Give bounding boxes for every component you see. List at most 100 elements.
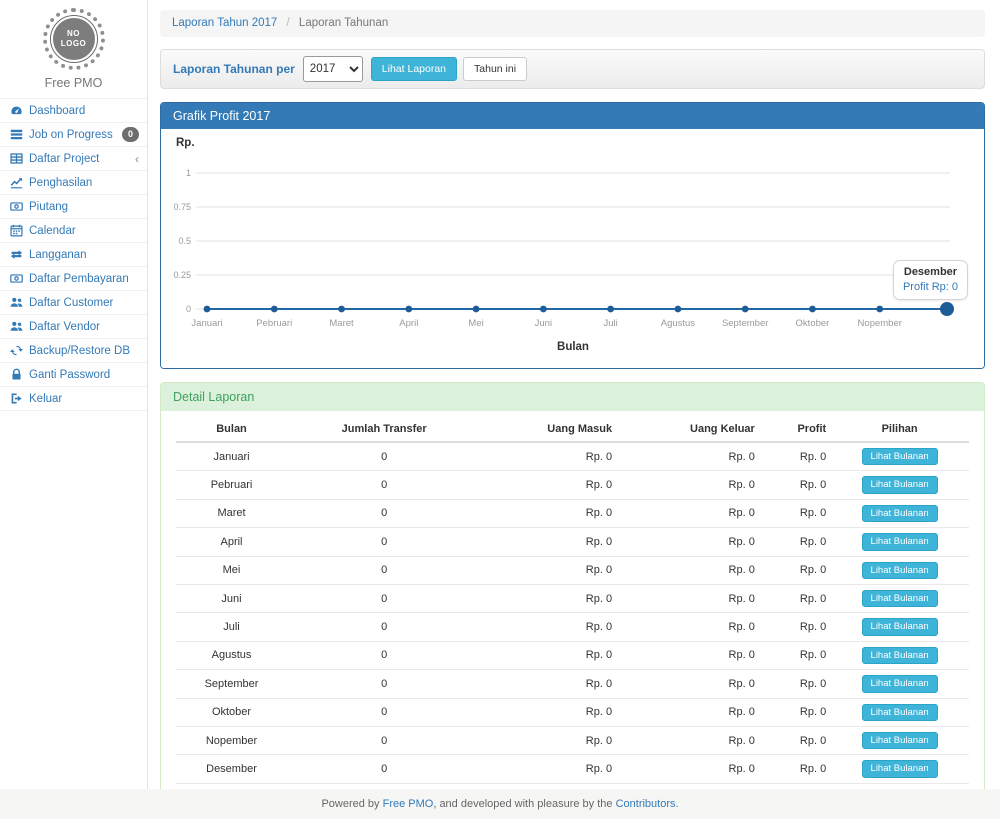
chart-svg: Rp.10.750.50.250JanuariPebruariMaretApri… bbox=[161, 129, 984, 368]
view-monthly-button[interactable]: Lihat Bulanan bbox=[862, 704, 938, 721]
page: NO LOGO Free PMO DashboardJob on Progres… bbox=[0, 0, 1000, 819]
sidebar-item-daftar-project[interactable]: Daftar Project‹ bbox=[0, 147, 147, 171]
sidebar-item-daftar-vendor[interactable]: Daftar Vendor bbox=[0, 315, 147, 339]
sidebar-item-langganan[interactable]: Langganan bbox=[0, 243, 147, 267]
sidebar-item-penghasilan[interactable]: Penghasilan bbox=[0, 171, 147, 195]
cell-profit: Rp. 0 bbox=[759, 698, 830, 726]
sidebar-item-label: Job on Progress bbox=[29, 129, 113, 141]
sidebar-item-dashboard[interactable]: Dashboard bbox=[0, 99, 147, 123]
view-monthly-button[interactable]: Lihat Bulanan bbox=[862, 675, 938, 692]
view-monthly-button[interactable]: Lihat Bulanan bbox=[862, 476, 938, 493]
profit-chart-panel: Grafik Profit 2017 Rp.10.750.50.250Janua… bbox=[160, 102, 985, 369]
view-monthly-button[interactable]: Lihat Bulanan bbox=[862, 448, 938, 465]
sidebar-item-label: Piutang bbox=[29, 201, 68, 213]
cell-bulan: Juni bbox=[176, 584, 287, 612]
table-icon bbox=[10, 152, 23, 165]
svg-text:Mei: Mei bbox=[468, 318, 483, 329]
cell-bulan: April bbox=[176, 528, 287, 556]
sidebar-item-label: Penghasilan bbox=[29, 177, 92, 189]
svg-text:Oktober: Oktober bbox=[796, 318, 830, 329]
table-row: April0Rp. 0Rp. 0Rp. 0Lihat Bulanan bbox=[176, 528, 969, 556]
logo-text-line1: NO bbox=[67, 29, 80, 39]
retweet-icon bbox=[10, 248, 23, 261]
cell-uang_keluar: Rp. 0 bbox=[616, 442, 759, 471]
cell-jumlah_transfer: 0 bbox=[287, 499, 481, 527]
page-footer: Powered by Free PMO, and developed with … bbox=[0, 789, 1000, 819]
current-year-button[interactable]: Tahun ini bbox=[463, 57, 527, 82]
column-header: Jumlah Transfer bbox=[287, 417, 481, 442]
table-row: September0Rp. 0Rp. 0Rp. 0Lihat Bulanan bbox=[176, 670, 969, 698]
svg-text:September: September bbox=[722, 318, 768, 329]
cell-bulan: Mei bbox=[176, 556, 287, 584]
sidebar-item-calendar[interactable]: Calendar bbox=[0, 219, 147, 243]
cell-uang_masuk: Rp. 0 bbox=[481, 755, 616, 783]
sidebar-item-daftar-pembayaran[interactable]: Daftar Pembayaran bbox=[0, 267, 147, 291]
footer-link-free-pmo[interactable]: Free PMO bbox=[383, 798, 434, 810]
svg-text:Juni: Juni bbox=[535, 318, 552, 329]
column-header: Pilihan bbox=[830, 417, 969, 442]
column-header: Profit bbox=[759, 417, 830, 442]
cell-uang_masuk: Rp. 0 bbox=[481, 556, 616, 584]
cell-uang_keluar: Rp. 0 bbox=[616, 698, 759, 726]
view-monthly-button[interactable]: Lihat Bulanan bbox=[862, 647, 938, 664]
view-monthly-button[interactable]: Lihat Bulanan bbox=[862, 590, 938, 607]
footer-link-contributors[interactable]: Contributors. bbox=[616, 798, 679, 810]
sidebar-item-label: Keluar bbox=[29, 393, 62, 405]
view-monthly-button[interactable]: Lihat Bulanan bbox=[862, 505, 938, 522]
view-monthly-button[interactable]: Lihat Bulanan bbox=[862, 732, 938, 749]
cell-bulan: Desember bbox=[176, 755, 287, 783]
column-header: Uang Masuk bbox=[481, 417, 616, 442]
cell-uang_masuk: Rp. 0 bbox=[481, 726, 616, 754]
detail-panel-title: Detail Laporan bbox=[161, 383, 984, 411]
svg-text:0.5: 0.5 bbox=[178, 236, 191, 246]
sidebar-item-ganti-password[interactable]: Ganti Password bbox=[0, 363, 147, 387]
chart-tooltip: Desember Profit Rp: 0 bbox=[893, 260, 968, 300]
table-row: Juni0Rp. 0Rp. 0Rp. 0Lihat Bulanan bbox=[176, 584, 969, 612]
table-row: Nopember0Rp. 0Rp. 0Rp. 0Lihat Bulanan bbox=[176, 726, 969, 754]
cell-bulan: September bbox=[176, 670, 287, 698]
svg-text:Juli: Juli bbox=[604, 318, 618, 329]
view-monthly-button[interactable]: Lihat Bulanan bbox=[862, 618, 938, 635]
view-monthly-button[interactable]: Lihat Bulanan bbox=[862, 562, 938, 579]
cell-uang_keluar: Rp. 0 bbox=[616, 613, 759, 641]
cell-uang_keluar: Rp. 0 bbox=[616, 528, 759, 556]
breadcrumb-current: Laporan Tahunan bbox=[299, 17, 388, 29]
svg-text:1: 1 bbox=[186, 168, 191, 178]
sidebar-item-backup-restore-db[interactable]: Backup/Restore DB bbox=[0, 339, 147, 363]
profit-line-chart: Rp.10.750.50.250JanuariPebruariMaretApri… bbox=[161, 129, 984, 368]
cell-profit: Rp. 0 bbox=[759, 442, 830, 471]
sidebar-item-label: Daftar Vendor bbox=[29, 321, 100, 333]
cell-bulan: Oktober bbox=[176, 698, 287, 726]
year-select[interactable]: 2017 bbox=[303, 56, 363, 82]
view-monthly-button[interactable]: Lihat Bulanan bbox=[862, 760, 938, 777]
year-filter-bar: Laporan Tahunan per 2017 Lihat Laporan T… bbox=[160, 49, 985, 89]
svg-text:Agustus: Agustus bbox=[661, 318, 696, 329]
cell-profit: Rp. 0 bbox=[759, 471, 830, 499]
cell-bulan: Nopember bbox=[176, 726, 287, 754]
sidebar-item-job-on-progress[interactable]: Job on Progress0 bbox=[0, 123, 147, 147]
brand-name: Free PMO bbox=[0, 76, 147, 90]
monthly-report-table: BulanJumlah TransferUang MasukUang Kelua… bbox=[176, 417, 969, 807]
cell-uang_masuk: Rp. 0 bbox=[481, 698, 616, 726]
cell-profit: Rp. 0 bbox=[759, 755, 830, 783]
year-filter-label: Laporan Tahunan per bbox=[173, 62, 295, 76]
column-header: Bulan bbox=[176, 417, 287, 442]
breadcrumb-link-laporan-tahun[interactable]: Laporan Tahun 2017 bbox=[172, 17, 277, 29]
sidebar-item-daftar-customer[interactable]: Daftar Customer bbox=[0, 291, 147, 315]
cell-jumlah_transfer: 0 bbox=[287, 670, 481, 698]
svg-text:Rp.: Rp. bbox=[176, 137, 195, 149]
sidebar-item-piutang[interactable]: Piutang bbox=[0, 195, 147, 219]
view-monthly-button[interactable]: Lihat Bulanan bbox=[862, 533, 938, 550]
sidebar-item-keluar[interactable]: Keluar bbox=[0, 387, 147, 411]
table-row: Januari0Rp. 0Rp. 0Rp. 0Lihat Bulanan bbox=[176, 442, 969, 471]
cell-jumlah_transfer: 0 bbox=[287, 556, 481, 584]
svg-text:Januari: Januari bbox=[191, 318, 222, 329]
no-logo-badge: NO LOGO bbox=[43, 8, 105, 70]
view-report-button[interactable]: Lihat Laporan bbox=[371, 57, 457, 82]
cell-jumlah_transfer: 0 bbox=[287, 613, 481, 641]
column-header: Uang Keluar bbox=[616, 417, 759, 442]
table-row: Juli0Rp. 0Rp. 0Rp. 0Lihat Bulanan bbox=[176, 613, 969, 641]
cell-uang_keluar: Rp. 0 bbox=[616, 726, 759, 754]
line-chart-icon bbox=[10, 176, 23, 189]
chevron-left-icon: ‹ bbox=[135, 152, 139, 166]
